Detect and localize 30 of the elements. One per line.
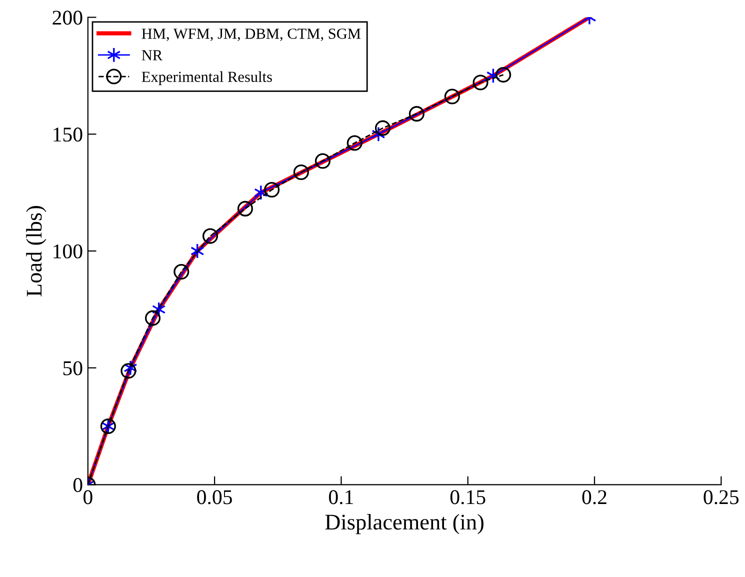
- point: [444, 88, 460, 104]
- point: [496, 67, 512, 83]
- point: [293, 164, 309, 180]
- point: [144, 310, 161, 326]
- point: [314, 153, 330, 169]
- point: [174, 264, 190, 280]
- point: [202, 228, 218, 244]
- y-tick-label: 200: [52, 10, 82, 25]
- x-tick-label: 0.15: [450, 490, 486, 504]
- legend-label: NR: [142, 50, 163, 60]
- y-tick-label: 0: [73, 478, 82, 492]
- x-tick-label: 0.05: [197, 490, 232, 504]
- x-tick-label: 0: [83, 490, 92, 504]
- x-tick-label: 0.25: [704, 490, 739, 504]
- point: [346, 135, 362, 151]
- legend-label: HM, WFM, JM, DBM, CTM, SGM: [142, 28, 361, 42]
- point: [408, 106, 424, 122]
- point: [374, 120, 391, 136]
- x-tick-label: 0.1: [328, 490, 353, 504]
- point: [472, 74, 488, 90]
- y-tick-label: 150: [54, 128, 82, 142]
- x-axis-title: Displacement (in): [325, 514, 484, 534]
- point: [264, 182, 280, 198]
- y-tick-label: 50: [63, 361, 82, 376]
- point: [237, 200, 253, 216]
- point: [120, 363, 136, 379]
- y-tick-label: 100: [54, 244, 82, 258]
- legend-label: Experimental Results: [142, 71, 272, 86]
- x-tick-label: 0.2: [582, 490, 606, 504]
- y-axis-title: Load (lbs): [26, 206, 46, 296]
